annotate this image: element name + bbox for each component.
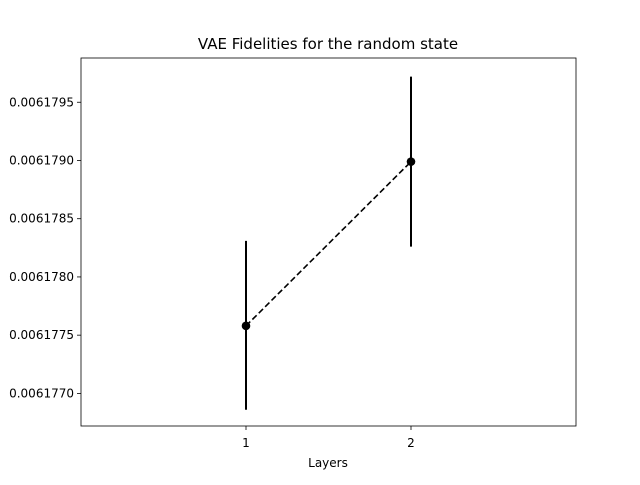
data-series <box>241 76 416 410</box>
y-tick-label: 0.0061775 <box>9 328 74 342</box>
x-tick-label: 2 <box>407 436 415 450</box>
y-tick-label: 0.0061780 <box>9 270 74 284</box>
series-line <box>245 161 412 327</box>
plot-area <box>80 57 577 427</box>
y-tick-label: 0.0061770 <box>9 386 74 400</box>
y-tick-label: 0.0061795 <box>9 95 74 109</box>
data-point <box>241 321 251 331</box>
y-tick-label: 0.0061785 <box>9 212 74 226</box>
chart-title: VAE Fidelities for the random state <box>198 35 458 53</box>
data-point <box>406 157 416 166</box>
x-axis-label: Layers <box>308 456 348 470</box>
x-tick-label: 1 <box>242 436 250 450</box>
y-axis-ticks: 0.0061770 0.0061775 0.0061780 0.0061785 0.00… <box>9 95 81 400</box>
y-tick-label: 0.0061790 <box>9 153 74 167</box>
